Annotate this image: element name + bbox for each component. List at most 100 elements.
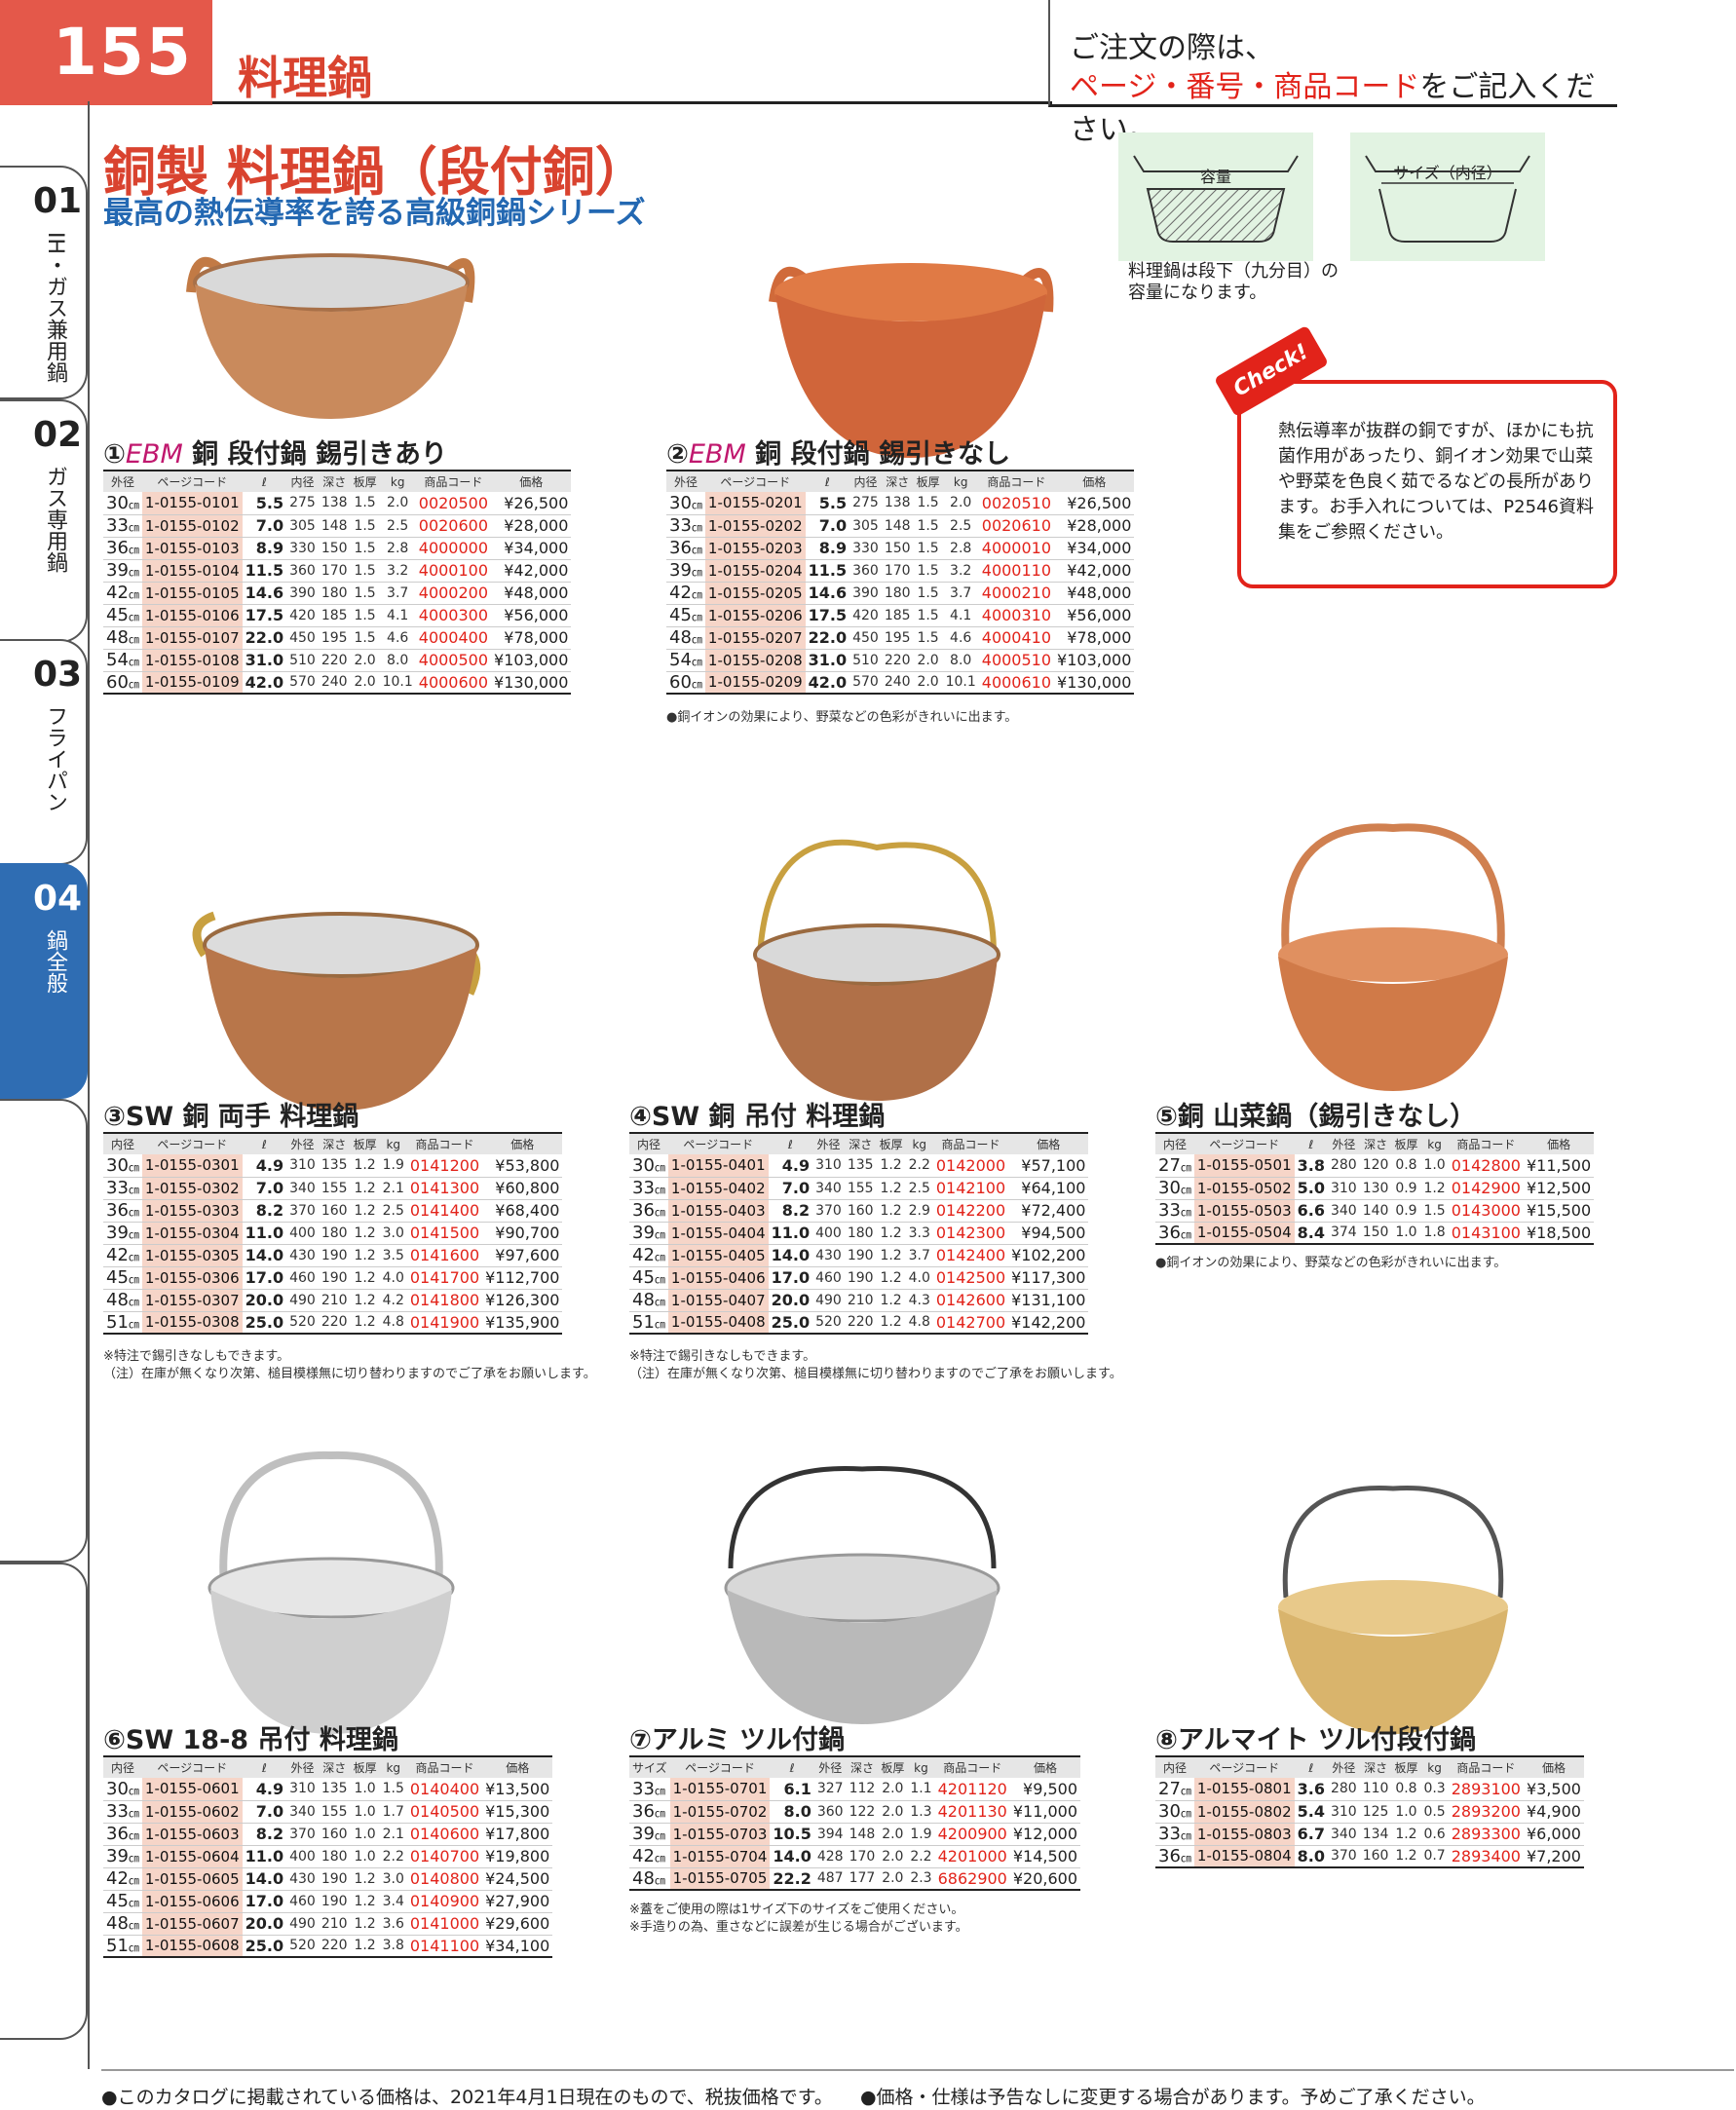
table-cell: 135	[844, 1154, 877, 1178]
table-cell: 1-0155-0108	[141, 649, 243, 672]
table-row: 27㎝ 1-0155-0501 3.8 280 120 0.8 1.0 0142800 ¥11,…	[1155, 1154, 1595, 1178]
table-row: 33㎝ 1-0155-0602 7.0 340 155 1.0 1.7 0140500 ¥15,…	[103, 1800, 553, 1824]
table-cell: 1.9	[379, 1154, 407, 1178]
table-cell: 135	[318, 1154, 351, 1178]
product-note: （注）在庫が無くなり次第、槌目模様無に切り替わりますのでご了承をお願いします。	[103, 1367, 596, 1381]
table-cell: 4.8	[379, 1311, 407, 1335]
table-cell: 0141300	[406, 1177, 483, 1200]
size-value: 33	[1158, 1824, 1181, 1844]
table-cell: 1-0155-0208	[704, 649, 806, 672]
table-cell: 3.7	[942, 582, 979, 605]
product-title: ④SW 銅 吊付 料理鍋	[629, 1095, 885, 1133]
product-image-7	[724, 1465, 1000, 1724]
size-unit: ㎝	[691, 544, 702, 556]
size-unit: ㎝	[654, 1296, 665, 1308]
column-header: 内径	[629, 1132, 668, 1154]
table-cell: 0142600	[932, 1289, 1009, 1312]
table-cell: ¥131,100	[1008, 1289, 1089, 1312]
footer: ●このカタログに掲載されている価格は、2021年4月1日現在のもので、税抜価格で…	[101, 2069, 1734, 2109]
table-cell: 1.0	[350, 1778, 380, 1801]
table-cell: 14.6	[805, 582, 850, 605]
table-cell: 2.0	[878, 1845, 908, 1868]
size-unit: ㎝	[1180, 1160, 1191, 1174]
table-cell: 370	[286, 1823, 319, 1846]
size-value: 60	[669, 671, 692, 693]
spec-table: 内径 ページコード ℓ 外径 深さ 板厚 kg 商品コード 価格 27㎝ 1-0155-0501 3.…	[1155, 1132, 1595, 1245]
table-row: 48㎝ 1-0155-0705 22.2 487 177 2.0 2.3 6862900 ¥20…	[629, 1867, 1081, 1891]
size-value: 39	[632, 1824, 655, 1844]
table-row: 30㎝ 1-0155-0802 5.4 310 125 1.0 0.5 2893200 ¥4,9…	[1155, 1800, 1584, 1824]
table-cell: 1.5	[913, 514, 943, 538]
table-cell: 1.2	[350, 1222, 380, 1245]
size-unit: ㎝	[654, 1829, 665, 1842]
table-cell: 0140700	[406, 1845, 483, 1868]
tab-number: 04	[33, 879, 83, 919]
tab-blank-1	[0, 1099, 88, 1563]
table-cell: 1-0155-0604	[141, 1845, 243, 1868]
product-note: ※特注で錫引きなしもできます。	[629, 1349, 816, 1364]
size-value: 33	[106, 1178, 129, 1198]
table-row: 60㎝ 1-0155-0109 42.0 570 240 2.0 10.1 4000600 ¥1…	[103, 671, 572, 695]
column-header: 板厚	[350, 470, 380, 492]
table-row: 30㎝ 1-0155-0502 5.0 310 130 0.9 1.2 0142900 ¥12,…	[1155, 1177, 1595, 1200]
table-cell: 1-0155-0801	[1193, 1778, 1295, 1801]
size-unit: ㎝	[128, 1184, 139, 1196]
table-cell: 4000600	[415, 671, 492, 695]
column-header: kg	[942, 470, 979, 492]
table-cell: 240	[318, 671, 351, 695]
size-unit: ㎝	[128, 498, 139, 511]
table-cell: 520	[812, 1311, 845, 1335]
tab-02[interactable]: 02 ガス専用鍋	[0, 399, 88, 643]
table-cell: 340	[812, 1177, 845, 1200]
size-value: 51	[106, 1311, 129, 1333]
column-header: 内径	[103, 1132, 142, 1154]
size-unit: ㎝	[128, 1273, 139, 1286]
table-cell: ¥126,300	[482, 1289, 563, 1312]
table-cell: 155	[844, 1177, 877, 1200]
table-cell: 1-0155-0803	[1193, 1823, 1295, 1846]
table-cell: 39㎝	[103, 1845, 142, 1868]
spec-table: 外径 ページコード ℓ 内径 深さ 板厚 kg 商品コード 価格 30㎝ 1-0155-0101 5.…	[103, 470, 572, 695]
table-cell: 0142700	[932, 1311, 1009, 1335]
tab-label: IH・ガス兼用鍋	[43, 232, 67, 384]
column-header: サイズ	[629, 1755, 670, 1778]
table-cell: 180	[318, 1845, 351, 1868]
table-cell: 310	[1327, 1800, 1360, 1824]
column-header: 外径	[103, 470, 142, 492]
column-header: 価格	[1523, 1755, 1584, 1778]
table-cell: 36㎝	[629, 1199, 668, 1223]
table-cell: 1-0155-0207	[704, 626, 806, 650]
table-row: 39㎝ 1-0155-0204 11.5 360 170 1.5 3.2 4000110 ¥42…	[666, 559, 1135, 583]
tab-number: 03	[33, 655, 83, 695]
table-cell: 1-0155-0802	[1193, 1800, 1295, 1824]
product-name: 銅 段付鍋 錫引きあり	[182, 439, 447, 470]
table-cell: 140	[1359, 1199, 1392, 1223]
table-cell: 48㎝	[629, 1867, 670, 1891]
table-cell: ¥130,000	[491, 671, 572, 695]
tab-01[interactable]: 01 IH・ガス兼用鍋	[0, 166, 88, 399]
table-cell: 11.0	[242, 1222, 287, 1245]
table-cell: 220	[844, 1311, 877, 1335]
table-cell: 130	[1359, 1177, 1392, 1200]
product-number: ⑦	[629, 1725, 652, 1755]
table-cell: 60㎝	[103, 671, 142, 695]
table-cell: 1-0155-0209	[704, 671, 806, 695]
table-row: 48㎝ 1-0155-0307 20.0 490 210 1.2 4.2 0141800 ¥12…	[103, 1289, 563, 1312]
product-image-5	[1278, 823, 1508, 1091]
table-cell: 460	[286, 1266, 319, 1290]
table-cell: 36㎝	[103, 1823, 142, 1846]
size-value: 42	[106, 1245, 129, 1265]
table-cell: 4201000	[934, 1845, 1010, 1868]
table-cell: 1.5	[350, 537, 380, 560]
table-cell: 36㎝	[103, 1199, 142, 1223]
table-cell: 8.9	[242, 537, 287, 560]
tab-03[interactable]: 03 フライパン	[0, 639, 88, 865]
column-header: ページコード	[141, 470, 243, 492]
table-cell: 190	[318, 1890, 351, 1913]
size-value: 48	[669, 627, 692, 648]
table-row: 33㎝ 1-0155-0701 6.1 327 112 2.0 1.1 4201120 ¥9,5…	[629, 1778, 1081, 1801]
table-cell: 220	[318, 1311, 351, 1335]
size-unit: ㎝	[128, 1897, 139, 1909]
tab-04[interactable]: 04 鍋全般	[0, 863, 88, 1099]
size-value: 60	[106, 671, 129, 693]
